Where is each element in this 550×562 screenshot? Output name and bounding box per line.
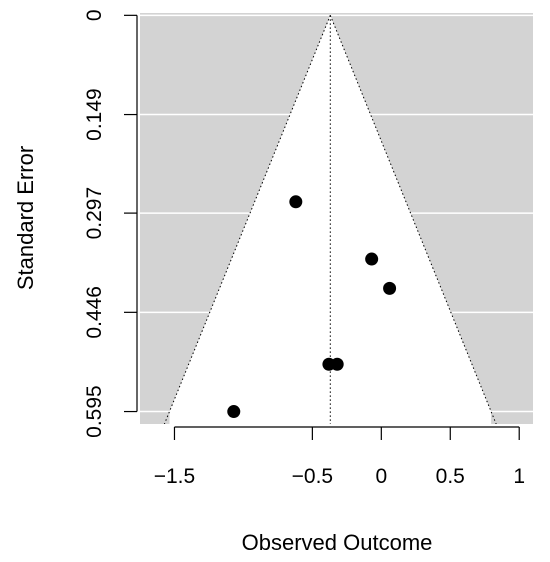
x-tick-label-4: 1 [513, 465, 525, 488]
x-tick-label-0: −1.5 [154, 465, 195, 488]
y-axis-title: Standard Error [13, 146, 38, 290]
x-tick-label-1: −0.5 [292, 465, 333, 488]
y-axis: 0 0.149 0.297 0.446 0.595 [83, 9, 138, 438]
y-tick-label-0: 0 [83, 9, 106, 21]
data-points [227, 195, 397, 419]
y-tick-label-3: 0.446 [83, 286, 106, 339]
y-tick-label-2: 0.297 [83, 187, 106, 240]
data-point-2 [383, 281, 397, 295]
data-point-5 [227, 405, 241, 419]
data-point-4 [330, 357, 344, 371]
y-tick-label-1: 0.149 [83, 88, 106, 141]
x-axis-title: Observed Outcome [242, 530, 433, 555]
y-tick-label-4: 0.595 [83, 385, 106, 438]
data-point-0 [289, 195, 303, 209]
data-point-1 [365, 252, 379, 266]
x-tick-label-2: 0 [375, 465, 387, 488]
x-tick-label-3: 0.5 [436, 465, 465, 488]
x-axis: −1.5 −0.5 0 0.5 1 [154, 426, 525, 488]
